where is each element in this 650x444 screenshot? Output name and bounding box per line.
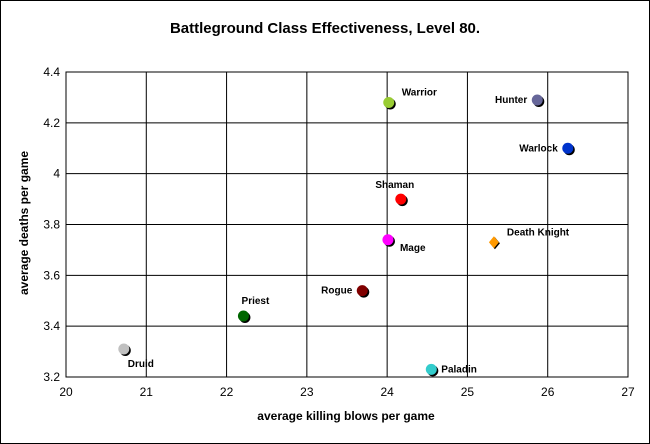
y-tick-label: 4: [53, 167, 60, 181]
x-axis-label: average killing blows per game: [257, 409, 435, 423]
data-point-mage: [382, 234, 394, 246]
plot-border: [65, 71, 629, 378]
data-point-priest: [237, 310, 249, 322]
point-label-hunter: Hunter: [495, 95, 527, 106]
point-label-priest: Priest: [242, 296, 270, 307]
plot-area: 20 21 22 23 24 25 26 27 3.2 3.4 3.6 3.8 4 4.2 4.4 Warri…: [43, 65, 635, 399]
y-tick-label: 3.2: [43, 370, 60, 384]
x-tick-label: 21: [140, 385, 154, 399]
data-point-warlock: [562, 142, 574, 154]
data-point-rogue: [356, 285, 368, 297]
x-tick-label: 22: [220, 385, 234, 399]
point-label-druid: Druid: [128, 359, 154, 370]
chart-title: Battleground Class Effectiveness, Level …: [170, 20, 480, 37]
data-point-paladin: [425, 363, 437, 375]
y-axis-label: average deaths per game: [17, 151, 31, 295]
data-point-warrior: [383, 97, 395, 108]
x-tick-label: 20: [59, 385, 73, 399]
point-label-paladin: Paladin: [441, 364, 477, 375]
data-point-shaman: [395, 193, 407, 205]
point-label-warrior: Warrior: [402, 88, 437, 99]
x-tick-label: 23: [300, 385, 314, 399]
data-point-death-knight: [488, 236, 499, 249]
x-tick-label: 25: [461, 385, 475, 399]
point-label-shaman: Shaman: [375, 180, 414, 191]
x-tick-label: 26: [541, 385, 555, 399]
y-tick-label: 3.4: [43, 319, 60, 333]
point-label-mage: Mage: [400, 243, 426, 254]
data-point-hunter: [531, 94, 543, 106]
x-tick-label: 27: [621, 385, 635, 399]
data-point-druid: [118, 343, 130, 355]
x-tick-label: 24: [380, 385, 394, 399]
y-tick-label: 4.2: [43, 116, 60, 130]
y-tick-label: 3.8: [43, 218, 60, 232]
y-tick-label: 3.6: [43, 268, 60, 282]
point-label-warlock: Warlock: [519, 143, 558, 154]
y-tick-label: 4.4: [43, 65, 60, 79]
point-label-death-knight: Death Knight: [507, 227, 570, 238]
point-label-rogue: Rogue: [321, 286, 353, 297]
